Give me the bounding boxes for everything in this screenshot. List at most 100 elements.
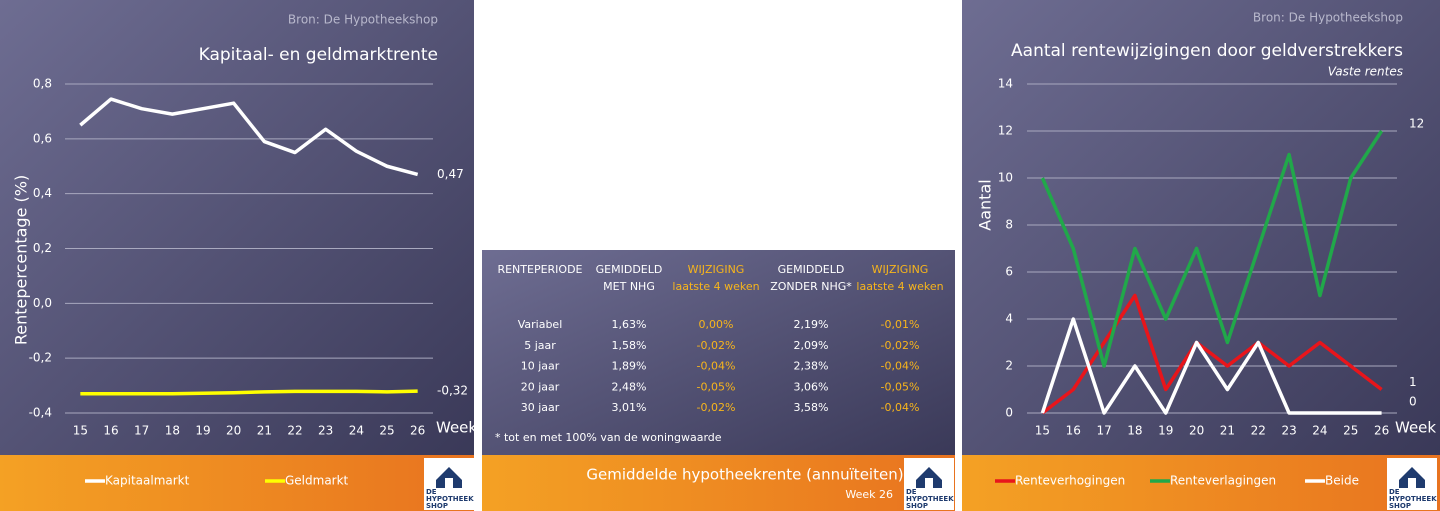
table-cell: 3,01% xyxy=(612,401,647,414)
table-cell: -0,05% xyxy=(697,380,736,393)
table-header: MET NHG xyxy=(603,280,655,293)
series-line xyxy=(1040,130,1384,368)
table-cell: -0,04% xyxy=(697,360,736,373)
footer xyxy=(962,455,1440,511)
x-tick-label: 23 xyxy=(318,424,333,438)
data-label: 12 xyxy=(1409,117,1424,131)
logo-text: HYPOTHEEK xyxy=(906,495,954,503)
logo-text: SHOP xyxy=(906,502,928,510)
y-tick-label: 0 xyxy=(1005,406,1013,420)
x-tick-label: 18 xyxy=(1127,424,1142,438)
series-line xyxy=(79,97,419,177)
logo-text: SHOP xyxy=(1389,502,1411,510)
table-cell: 20 jaar xyxy=(521,380,560,393)
y-tick-label: 0,0 xyxy=(33,296,52,310)
series-line xyxy=(80,389,418,396)
y-axis-title: Rentepercentage (%) xyxy=(12,175,31,345)
x-tick-label: 24 xyxy=(1312,424,1327,438)
table-header: WIJZIGING xyxy=(872,263,929,276)
y-tick-label: 0,4 xyxy=(33,186,52,200)
table-cell: -0,04% xyxy=(881,360,920,373)
x-tick-label: 17 xyxy=(1096,424,1111,438)
table-week: Week 26 xyxy=(845,488,893,501)
chart-title: Aantal rentewijzigingen door geldverstre… xyxy=(1011,41,1403,61)
table-cell: 5 jaar xyxy=(524,339,556,352)
y-tick-label: -0,4 xyxy=(29,406,52,420)
table-panel xyxy=(482,250,955,455)
logo-text: DE xyxy=(426,488,437,496)
table-cell: 1,89% xyxy=(612,360,647,373)
logo-text: HYPOTHEEK xyxy=(1389,495,1437,503)
legend-label: Renteverlagingen xyxy=(1170,474,1276,488)
x-axis-title: Week xyxy=(1395,419,1436,437)
table-cell: -0,04% xyxy=(881,401,920,414)
source: Bron: De Hypotheekshop xyxy=(1253,11,1403,25)
logo-text: HYPOTHEEK xyxy=(426,495,474,503)
logo-text: DE xyxy=(906,488,917,496)
x-axis-title: Week xyxy=(436,419,477,437)
logo: DE HYPOTHEEK SHOP xyxy=(1387,458,1437,510)
y-tick-label: 0,2 xyxy=(33,241,52,255)
x-tick-label: 26 xyxy=(1374,424,1389,438)
table-header: laatste 4 weken xyxy=(856,280,943,293)
table-cell: 10 jaar xyxy=(521,360,560,373)
logo: DE HYPOTHEEK SHOP xyxy=(904,458,954,510)
y-tick-label: 10 xyxy=(998,171,1013,185)
table-cell: -0,05% xyxy=(881,380,920,393)
chart-title: Kapitaal- en geldmarktrente xyxy=(199,45,438,65)
y-axis-title: Aantal xyxy=(976,179,995,230)
x-tick-label: 24 xyxy=(349,424,364,438)
legend-label: Renteverhogingen xyxy=(1015,474,1125,488)
table-cell: -0,02% xyxy=(697,401,736,414)
x-tick-label: 17 xyxy=(134,424,149,438)
x-tick-label: 23 xyxy=(1281,424,1296,438)
y-tick-label: 0,6 xyxy=(33,131,52,145)
x-tick-label: 21 xyxy=(1220,424,1235,438)
logo-text: DE xyxy=(1389,488,1400,496)
table-cell: 0,00% xyxy=(699,318,734,331)
x-tick-label: 15 xyxy=(73,424,88,438)
table-cell: 1,63% xyxy=(612,318,647,331)
x-tick-label: 18 xyxy=(165,424,180,438)
footer xyxy=(0,455,474,511)
series-line xyxy=(1040,317,1382,415)
data-label: 0 xyxy=(1409,395,1417,409)
table-header: laatste 4 weken xyxy=(672,280,759,293)
x-tick-label: 26 xyxy=(410,424,425,438)
x-tick-label: 25 xyxy=(379,424,394,438)
table-cell: 2,48% xyxy=(612,380,647,393)
table-header: ZONDER NHG* xyxy=(770,280,852,293)
table-cell: 2,19% xyxy=(794,318,829,331)
y-tick-label: 2 xyxy=(1005,359,1013,373)
table-cell: -0,02% xyxy=(697,339,736,352)
y-tick-label: 6 xyxy=(1005,265,1013,279)
y-tick-label: 4 xyxy=(1005,312,1013,326)
footnote: * tot en met 100% van de woningwaarde xyxy=(495,431,722,444)
data-label: 0,47 xyxy=(437,167,464,181)
x-tick-label: 16 xyxy=(1066,424,1081,438)
x-tick-label: 15 xyxy=(1035,424,1050,438)
table-cell: 30 jaar xyxy=(521,401,560,414)
table: RENTEPERIODE GEMIDDELD MET NHG WIJZIGING laa… xyxy=(497,263,943,414)
source: Bron: De Hypotheekshop xyxy=(288,13,438,27)
table-cell: 1,58% xyxy=(612,339,647,352)
table-cell: 3,06% xyxy=(794,380,829,393)
table-cell: 2,38% xyxy=(794,360,829,373)
logo-text: SHOP xyxy=(426,502,448,510)
table-cell: -0,01% xyxy=(881,318,920,331)
footer xyxy=(482,455,955,511)
logo: DE HYPOTHEEK SHOP xyxy=(424,458,474,510)
x-tick-label: 19 xyxy=(195,424,210,438)
x-tick-label: 20 xyxy=(226,424,241,438)
table-title: Gemiddelde hypotheekrente (annuïteiten) xyxy=(586,466,903,484)
table-header: GEMIDDELD xyxy=(596,263,663,276)
table-header: RENTEPERIODE xyxy=(497,263,582,276)
table-cell: Variabel xyxy=(518,318,563,331)
x-tick-label: 16 xyxy=(103,424,118,438)
panel xyxy=(962,0,1440,455)
y-tick-label: 8 xyxy=(1005,218,1013,232)
y-tick-label: 0,8 xyxy=(33,77,52,91)
panel xyxy=(0,0,474,455)
y-tick-label: 14 xyxy=(998,77,1013,91)
